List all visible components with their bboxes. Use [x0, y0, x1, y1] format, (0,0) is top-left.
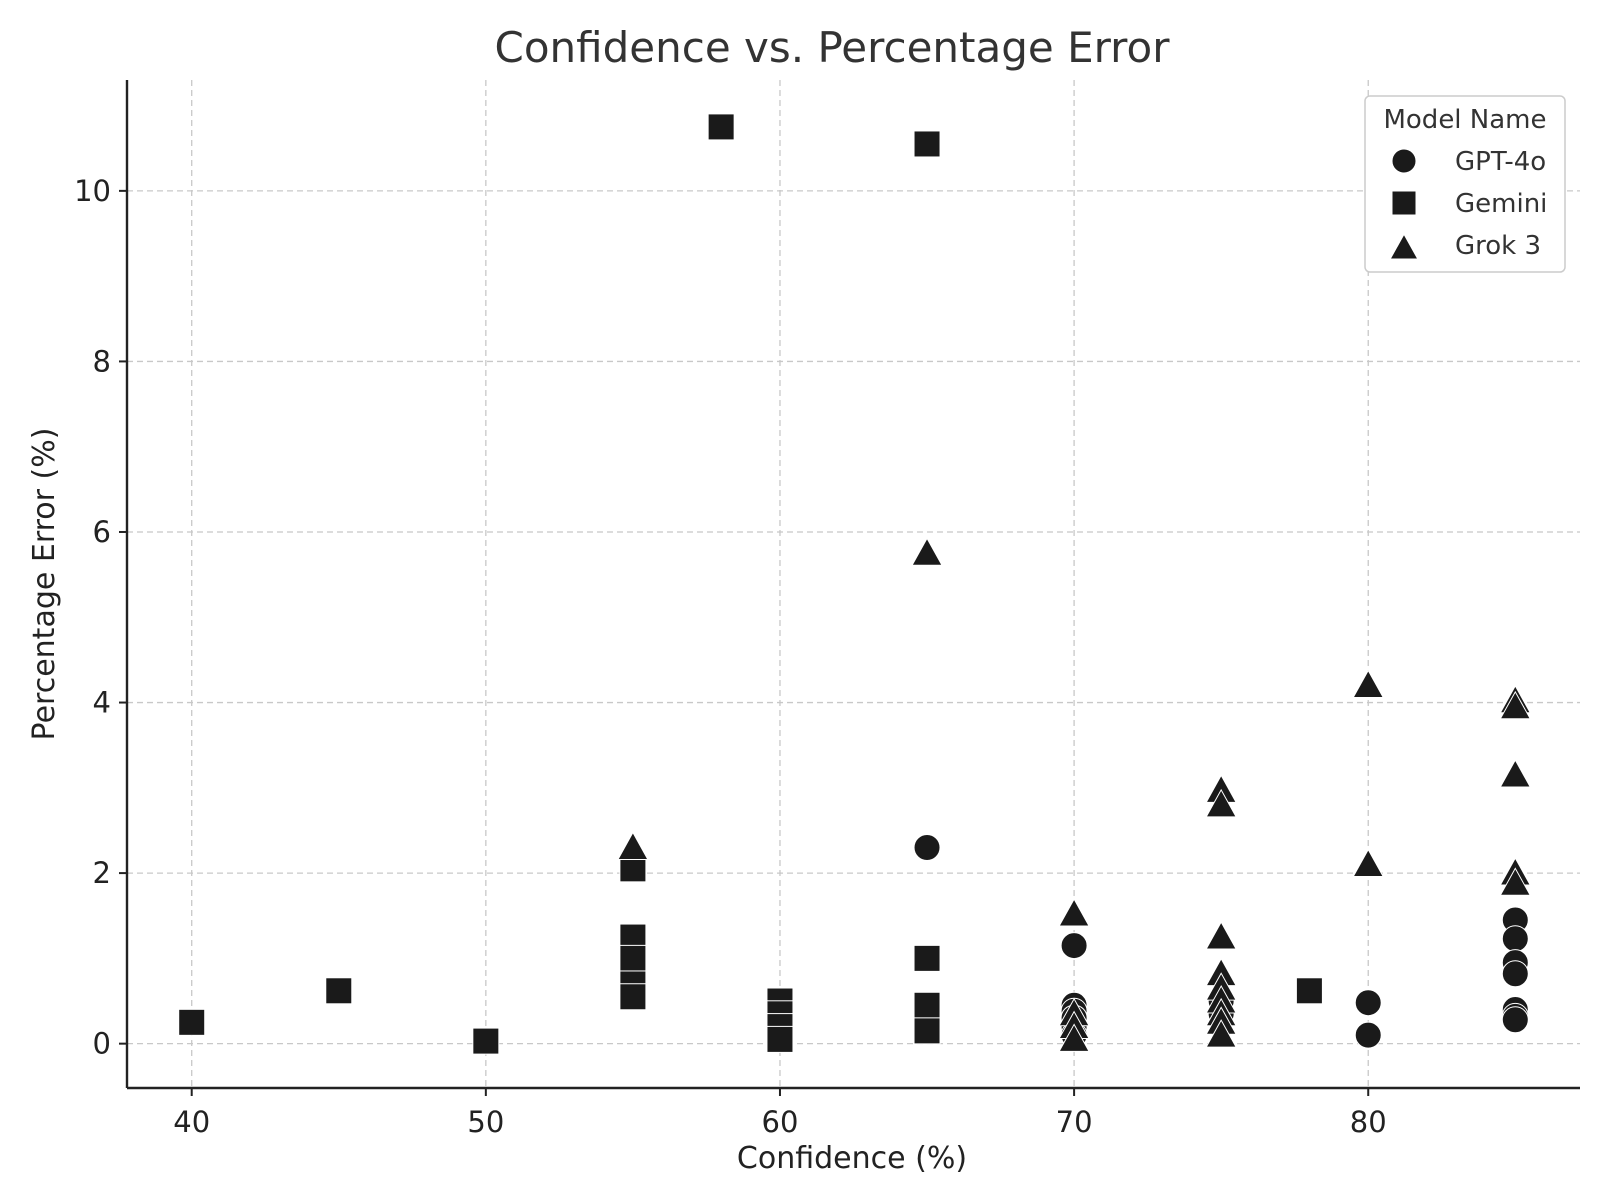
gemini-point — [913, 130, 941, 158]
x-tick-label: 60 — [762, 1105, 799, 1139]
legend-label-grok-3: Grok 3 — [1455, 231, 1541, 261]
legend-title: Model Name — [1383, 105, 1546, 135]
grok-3-point — [1205, 788, 1237, 818]
gemini-point — [619, 944, 647, 972]
grok-3-point — [1499, 759, 1532, 788]
gpt-4o-point — [1060, 932, 1088, 960]
gpt-4o-point — [1501, 1006, 1529, 1034]
gemini-point — [325, 977, 353, 1005]
y-tick-label: 2 — [93, 856, 111, 890]
gemini-point — [766, 1025, 794, 1053]
gpt-4o-point — [1354, 1021, 1382, 1049]
gemini-point — [619, 983, 647, 1011]
legend-marker-gpt-4o — [1391, 148, 1417, 174]
y-tick-label: 6 — [93, 515, 111, 549]
grok-3-point — [911, 537, 943, 566]
grok-3-point — [1058, 898, 1090, 927]
gemini-point — [913, 1017, 941, 1045]
gemini-point — [913, 991, 941, 1019]
gemini-point — [1295, 977, 1323, 1005]
grok-3-point — [1058, 1023, 1090, 1052]
x-tick-label: 50 — [467, 1105, 504, 1139]
gpt-4o-point — [1501, 925, 1529, 953]
y-axis-label: Percentage Error (%) — [27, 428, 62, 741]
grok-3-point — [1205, 1019, 1237, 1048]
gpt-4o-point — [913, 834, 941, 862]
x-tick-label: 40 — [173, 1105, 210, 1139]
grok-3-point — [1499, 690, 1532, 720]
grok-3-point — [1352, 669, 1385, 698]
legend-marker-grok-3 — [1389, 233, 1419, 260]
grok-3-point — [1499, 867, 1532, 896]
gemini-point — [178, 1008, 206, 1036]
legend-label-gemini: Gemini — [1455, 189, 1547, 219]
y-tick-label: 8 — [93, 344, 111, 378]
gemini-point — [472, 1027, 500, 1055]
y-tick-label: 10 — [74, 174, 111, 208]
axis-ticks: 40 50 60 70 80 0 2 4 6 8 10 — [74, 174, 1387, 1139]
grok-3-point — [1352, 848, 1385, 878]
gemini-point — [619, 855, 647, 883]
gpt-4o-point — [1501, 960, 1529, 988]
legend-label-gpt-4o: GPT-4o — [1455, 147, 1546, 177]
x-axis-label: Confidence (%) — [737, 1141, 967, 1176]
grok-3-point — [617, 831, 649, 860]
x-tick-label: 80 — [1350, 1105, 1387, 1139]
data-points — [178, 113, 1532, 1055]
chart-title: Confidence vs. Percentage Error — [495, 23, 1171, 72]
gemini-point — [913, 944, 941, 972]
grok-3-point — [1205, 921, 1237, 950]
x-tick-label: 70 — [1056, 1105, 1093, 1139]
gemini-point — [707, 113, 735, 141]
grid-lines — [127, 80, 1580, 1088]
y-tick-label: 4 — [93, 686, 111, 720]
axes — [125, 80, 1580, 1090]
gpt-4o-point — [1354, 989, 1382, 1017]
y-tick-label: 0 — [93, 1027, 111, 1061]
legend-box — [1364, 95, 1566, 273]
legend-marker-gemini — [1391, 190, 1417, 216]
legend: Model Name GPT-4o Gemini Grok 3 — [1364, 95, 1566, 273]
